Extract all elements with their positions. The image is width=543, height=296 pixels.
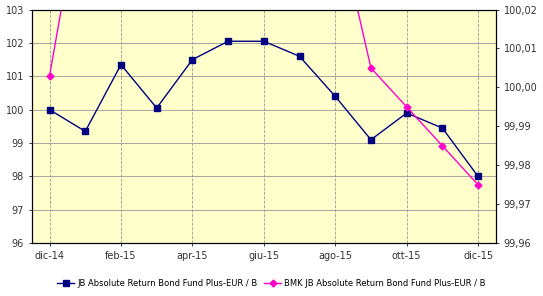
- JB Absolute Return Bond Fund Plus-EUR / B: [439, 126, 446, 130]
- JB Absolute Return Bond Fund Plus-EUR / B: [475, 175, 481, 178]
- JB Absolute Return Bond Fund Plus-EUR / B: [118, 63, 124, 66]
- JB Absolute Return Bond Fund Plus-EUR / B: [332, 94, 338, 98]
- BMK JB Absolute Return Bond Fund Plus-EUR / B: [403, 105, 410, 109]
- JB Absolute Return Bond Fund Plus-EUR / B: [46, 108, 53, 112]
- JB Absolute Return Bond Fund Plus-EUR / B: [154, 106, 160, 110]
- JB Absolute Return Bond Fund Plus-EUR / B: [368, 138, 374, 141]
- BMK JB Absolute Return Bond Fund Plus-EUR / B: [439, 144, 446, 148]
- Line: JB Absolute Return Bond Fund Plus-EUR / B: JB Absolute Return Bond Fund Plus-EUR / …: [46, 38, 481, 180]
- JB Absolute Return Bond Fund Plus-EUR / B: [403, 111, 410, 115]
- JB Absolute Return Bond Fund Plus-EUR / B: [261, 39, 267, 43]
- BMK JB Absolute Return Bond Fund Plus-EUR / B: [475, 183, 481, 186]
- BMK JB Absolute Return Bond Fund Plus-EUR / B: [368, 66, 374, 70]
- BMK JB Absolute Return Bond Fund Plus-EUR / B: [46, 74, 53, 78]
- Legend: JB Absolute Return Bond Fund Plus-EUR / B, BMK JB Absolute Return Bond Fund Plus: JB Absolute Return Bond Fund Plus-EUR / …: [54, 276, 489, 292]
- JB Absolute Return Bond Fund Plus-EUR / B: [225, 39, 231, 43]
- JB Absolute Return Bond Fund Plus-EUR / B: [82, 130, 89, 133]
- JB Absolute Return Bond Fund Plus-EUR / B: [296, 54, 303, 58]
- Line: BMK JB Absolute Return Bond Fund Plus-EUR / B: BMK JB Absolute Return Bond Fund Plus-EU…: [47, 0, 481, 187]
- JB Absolute Return Bond Fund Plus-EUR / B: [189, 58, 195, 61]
